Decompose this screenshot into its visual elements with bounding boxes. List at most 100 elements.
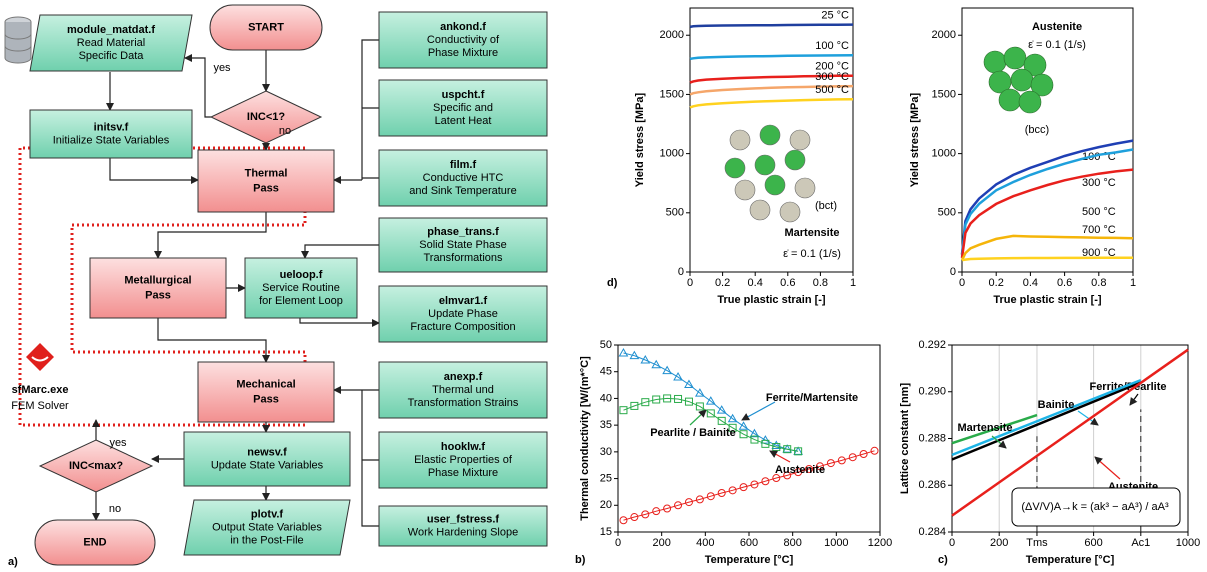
- crystal-atom: [780, 202, 800, 222]
- x-tick-label: 1: [850, 277, 856, 289]
- series-label: 700 °C: [1082, 224, 1116, 236]
- node-text: ueloop.f: [280, 269, 323, 281]
- annotation: Martensite: [784, 227, 839, 239]
- node-text: Elastic Properties of: [414, 454, 513, 466]
- connector: [158, 212, 266, 258]
- branch-label: yes: [109, 437, 127, 449]
- annotation: ε̇ = 0.1 (1/s): [783, 248, 841, 260]
- node-text: Initialize State Variables: [53, 134, 170, 146]
- y-tick-label: 40: [600, 392, 612, 404]
- marker: [871, 447, 878, 454]
- node-text: uspcht.f: [442, 89, 485, 101]
- panel-label: d): [607, 277, 618, 289]
- crystal-atom: [730, 130, 750, 150]
- annotation: Austenite: [1032, 21, 1082, 33]
- node-text: newsv.f: [247, 446, 287, 458]
- series-line: [690, 55, 853, 59]
- x-tick-label: 200: [652, 537, 670, 549]
- branch-label: yes: [213, 62, 231, 74]
- node-text: for Element Loop: [259, 295, 343, 307]
- connector: [362, 390, 379, 526]
- label-arrow: [1095, 457, 1120, 479]
- node-text: plotv.f: [251, 508, 284, 520]
- series-line: [690, 99, 853, 107]
- x-tick-label: Ac1: [1131, 537, 1150, 549]
- y-axis-title: Thermal conductivity [W/(m*°C]: [579, 356, 591, 521]
- branch-label: no: [109, 503, 121, 515]
- node-text: Thermal und: [432, 384, 494, 396]
- connector: [158, 318, 266, 362]
- series-label: Pearlite / Bainite: [650, 427, 736, 439]
- y-tick-label: 1500: [932, 88, 956, 100]
- marker: [619, 349, 627, 356]
- y-tick-label: 500: [938, 207, 956, 219]
- node-text: Solid State Phase: [419, 239, 506, 251]
- node-text: Specific Data: [79, 50, 145, 62]
- x-tick-label: 0.8: [813, 277, 828, 289]
- y-tick-label: 1000: [660, 148, 684, 160]
- x-tick-label: 600: [1084, 537, 1102, 549]
- node-text: phase_trans.f: [427, 226, 499, 238]
- y-tick-label: 1500: [660, 88, 684, 100]
- connector: [300, 318, 379, 323]
- pass-block: [198, 150, 334, 212]
- node-text: elmvar1.f: [439, 295, 488, 307]
- series-label: 25 °C: [821, 9, 849, 21]
- series-label: 300 °C: [1082, 177, 1116, 189]
- crystal-atom: [785, 150, 805, 170]
- node-text: Service Routine: [262, 282, 340, 294]
- series-label: Austenite: [775, 464, 825, 476]
- node-text: Update State Variables: [211, 459, 324, 471]
- node-text: Phase Mixture: [428, 47, 498, 59]
- x-tick-label: 200: [990, 537, 1008, 549]
- x-tick-label: 0: [959, 277, 965, 289]
- connector: [110, 158, 198, 180]
- y-axis-title: Yield stress [MPa]: [634, 92, 646, 187]
- node-text: INC<1?: [247, 111, 285, 123]
- figure: STARTmodule_matdat.fRead MaterialSpecifi…: [0, 0, 1207, 572]
- series-label: Ferrite/Martensite: [766, 392, 858, 404]
- series-label: 900 °C: [1082, 247, 1116, 259]
- series-label: 300 °C: [815, 71, 849, 83]
- node-text: hooklw.f: [441, 441, 486, 453]
- branch-label: no: [279, 125, 291, 137]
- node-text: Phase Mixture: [428, 467, 498, 479]
- node-text: Fracture Composition: [410, 321, 515, 333]
- node-text: START: [248, 21, 284, 33]
- crystal-atom: [755, 155, 775, 175]
- panel-label: b): [575, 554, 586, 566]
- node-text: END: [83, 536, 106, 548]
- node-text: in the Post-File: [230, 534, 303, 546]
- marker: [620, 407, 627, 414]
- y-tick-label: 25: [600, 472, 612, 484]
- x-tick-label: 0.2: [715, 277, 730, 289]
- x-tick-label: 400: [696, 537, 714, 549]
- solver-label: sfMarc.exe: [12, 384, 69, 396]
- node-text: Metallurgical: [124, 274, 191, 286]
- y-tick-label: 2000: [660, 29, 684, 41]
- label-arrow: [742, 402, 775, 420]
- node-text: Conductivity of: [427, 34, 500, 46]
- y-axis-title: Lattice constant [nm]: [899, 383, 911, 495]
- y-tick-label: 500: [666, 207, 684, 219]
- node-text: Transformations: [423, 252, 503, 264]
- panel-label: a): [8, 556, 18, 568]
- series-label: Martensite: [957, 422, 1012, 434]
- crystal-atom: [750, 200, 770, 220]
- node-text: Update Phase: [428, 308, 498, 320]
- x-tick-label: 1200: [868, 537, 892, 549]
- node-text: Pass: [145, 289, 171, 301]
- y-tick-label: 0.284: [918, 526, 946, 538]
- series-label: Bainite: [1038, 399, 1075, 411]
- y-tick-label: 30: [600, 446, 612, 458]
- y-tick-label: 1000: [932, 148, 956, 160]
- pass-block: [198, 362, 334, 422]
- crystal-atom: [795, 178, 815, 198]
- x-axis-title: True plastic strain [-]: [717, 294, 826, 306]
- crystal-atom: [760, 125, 780, 145]
- y-tick-label: 0.286: [918, 479, 946, 491]
- crystal-atom: [735, 180, 755, 200]
- x-tick-label: 0.4: [1023, 277, 1038, 289]
- y-tick-label: 0.292: [918, 339, 946, 351]
- y-tick-label: 0: [678, 266, 684, 278]
